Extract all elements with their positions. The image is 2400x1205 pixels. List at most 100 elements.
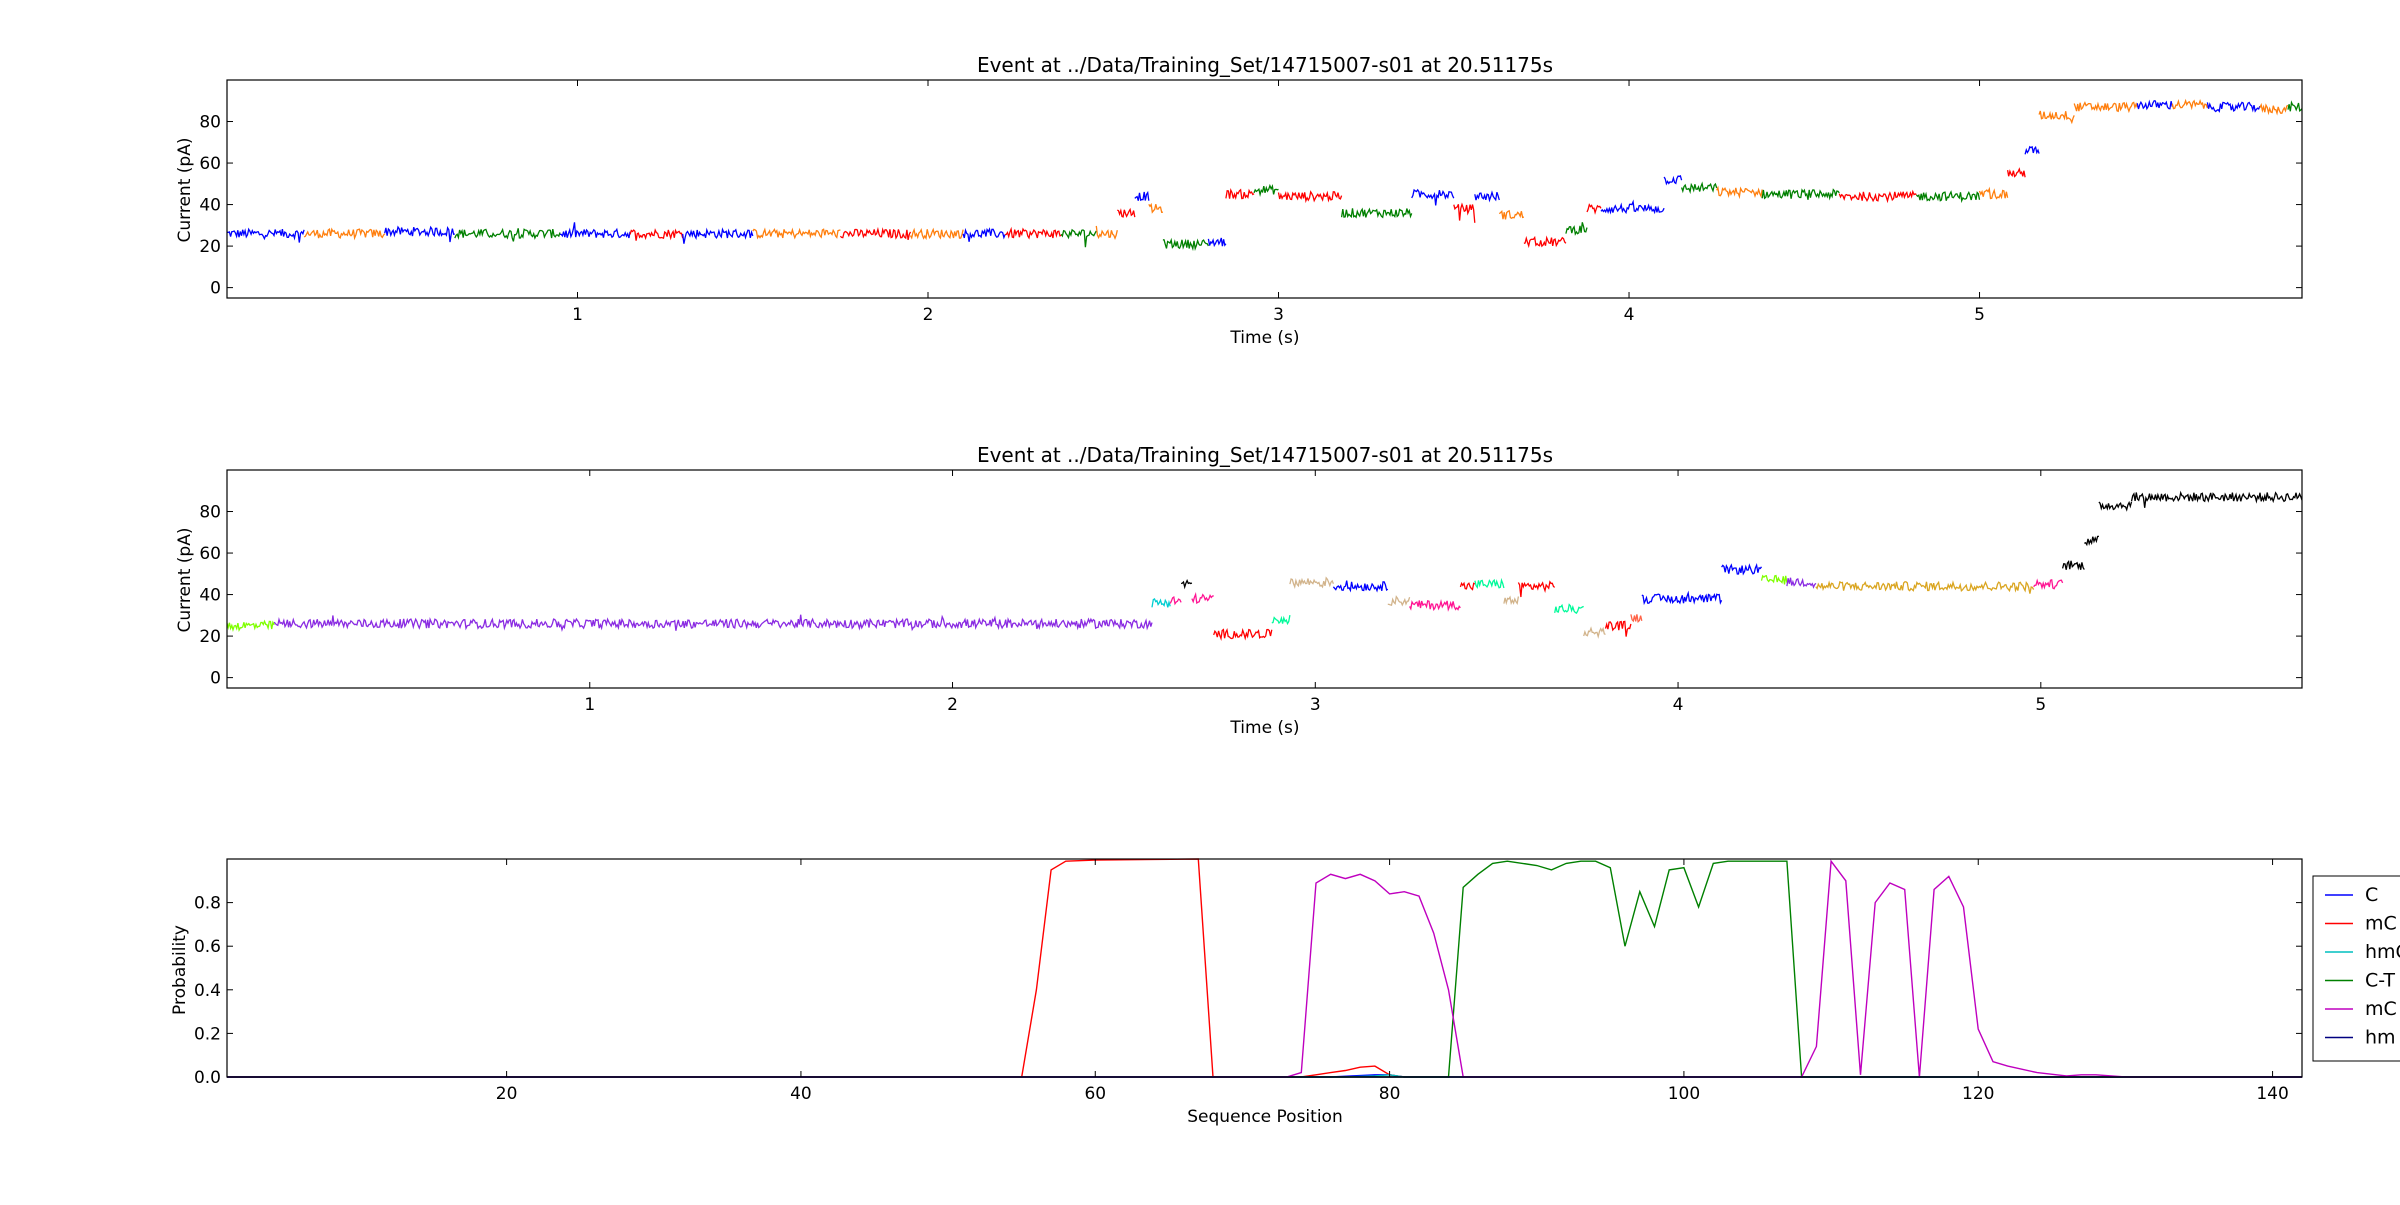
- subplot-1-trace-segment: [839, 226, 912, 241]
- subplot-2-ytick-label: 80: [199, 503, 221, 523]
- subplot-2-xtick-label: 1: [584, 695, 595, 715]
- subplot-3-ytick-label: 0.4: [194, 981, 221, 1001]
- subplot-2-trace-segment: [1459, 581, 1476, 591]
- subplot-1-trace-segment: [2006, 167, 2026, 178]
- subplot-2-trace-segment: [1151, 597, 1171, 608]
- subplot-3-xtick-label: 100: [1668, 1084, 1700, 1104]
- subplot-1-trace-segment: [1565, 222, 1588, 236]
- legend-label: C-T: [2365, 970, 2395, 992]
- subplot-3-xtick-label: 60: [1084, 1084, 1106, 1104]
- subplot-1-frame: [226, 79, 2303, 299]
- subplot-1-trace-segment: [1838, 189, 1917, 204]
- subplot-3-xtick-label: 140: [2256, 1084, 2288, 1104]
- subplot-2-trace-segment: [1760, 574, 1788, 585]
- subplot-1-trace-segment: [1680, 181, 1718, 195]
- subplot-1-trace-segment: [384, 225, 455, 243]
- subplot-2-trace-segment: [1554, 603, 1584, 614]
- subplot-1-trace-segment: [1474, 190, 1500, 203]
- legend: CmC hmC C-T mC hm: [2312, 875, 2400, 1062]
- subplot-1-trace-segment: [2136, 99, 2173, 111]
- subplot-1-trace-segment: [1915, 190, 1981, 204]
- subplot-2-plot-area: 1 2 3 4 5 0 20 40 60 80: [199, 469, 2303, 715]
- subplot-2-ytick-label: 40: [199, 586, 221, 606]
- subplot-1: Event at ../Data/Training_Set/14715007-s…: [175, 53, 2303, 348]
- subplot-2-trace-segment: [1213, 627, 1273, 642]
- subplot-1-trace-segment: [1134, 190, 1150, 202]
- subplot-2-trace-segment: [227, 619, 275, 633]
- subplot-3-xtick-label: 20: [496, 1084, 518, 1104]
- subplot-2-ytick-label: 60: [199, 544, 221, 564]
- subplot-1-trace-segment: [1340, 207, 1413, 219]
- subplot-2-xlabel: Time (s): [1229, 718, 1299, 738]
- subplot-1-trace-segment: [1453, 202, 1476, 223]
- subplot-1-trace-segment: [682, 227, 754, 244]
- subplot-2-ylabel: Current (pA): [175, 528, 195, 633]
- subplot-1-trace-segment: [1095, 225, 1118, 240]
- legend-label: mC: [2365, 913, 2397, 935]
- subplot-1-title: Event at ../Data/Training_Set/14715007-s…: [977, 53, 1553, 77]
- subplot-2-trace-segment: [1474, 577, 1505, 589]
- subplot-3: 20 40 60 80 100 120 140 0.0 0.2 0.4 0.6 0.8 Sequenc…: [170, 858, 2400, 1127]
- subplot-3-xlabel: Sequence Position: [1187, 1107, 1342, 1127]
- subplot-1-ytick-label: 20: [199, 237, 221, 257]
- subplot-2-xtick-label: 5: [2035, 695, 2046, 715]
- subplot-2-trace-segment: [1169, 596, 1182, 606]
- subplot-1-trace-segment: [1277, 190, 1343, 204]
- subplot-1-trace-segment: [2038, 110, 2075, 125]
- subplot-2-trace-segment: [2033, 578, 2064, 590]
- subplot-2-ytick-label: 20: [199, 627, 221, 647]
- subplot-1-trace-segment: [2073, 101, 2138, 114]
- subplot-1-trace-segment: [303, 227, 386, 241]
- subplot-2-xtick-label: 3: [1310, 695, 1321, 715]
- subplot-1-trace-segment: [1225, 188, 1255, 201]
- subplot-1-ytick-label: 0: [210, 279, 221, 299]
- subplot-1-trace-segment: [1978, 186, 2009, 200]
- subplot-1-trace-segment: [752, 227, 841, 240]
- subplot-2-title: Event at ../Data/Training_Set/14715007-s…: [977, 443, 1553, 467]
- subplot-1-trace-segment: [629, 228, 684, 241]
- subplot-2-xtick-label: 4: [1673, 695, 1684, 715]
- subplot-2-trace-segment: [1641, 590, 1723, 606]
- subplot-1-xlabel: Time (s): [1229, 328, 1299, 348]
- subplot-1-xtick-label: 3: [1273, 305, 1284, 325]
- subplot-1-trace-segment: [1148, 202, 1163, 214]
- subplot-2-trace-segment: [1191, 592, 1214, 605]
- series-line-mc: [227, 859, 2302, 1078]
- subplot-2-trace-segment: [2084, 535, 2099, 547]
- subplot-2-trace-segment: [1332, 580, 1389, 593]
- subplot-1-trace-segment: [1060, 228, 1097, 248]
- legend-box: [2312, 875, 2400, 1062]
- subplot-3-frame: [226, 858, 2303, 1078]
- subplot-2-trace-segment: [1604, 620, 1632, 637]
- subplot-2-trace-segment: [2098, 500, 2133, 512]
- subplot-1-trace-segment: [227, 227, 305, 243]
- subplot-1-trace-segment: [1162, 237, 1209, 252]
- subplot-1-trace-segment: [1586, 203, 1602, 215]
- subplot-1-trace-segment: [1600, 199, 1665, 215]
- subplot-2-trace-segment: [1630, 614, 1643, 623]
- subplot-1-trace-segment: [1663, 174, 1683, 186]
- subplot-2-trace-segment: [2061, 559, 2085, 571]
- subplot-1-trace-segment: [454, 227, 561, 242]
- legend-label: hm: [2365, 1027, 2396, 1049]
- subplot-1-trace-segment: [1523, 235, 1567, 249]
- subplot-2: Event at ../Data/Training_Set/14715007-s…: [175, 443, 2303, 738]
- subplot-2-trace-segment: [1387, 595, 1411, 607]
- subplot-1-trace-segment: [1716, 185, 1763, 200]
- subplot-1-trace-segment: [560, 222, 631, 239]
- subplot-2-trace-segment: [273, 614, 1153, 633]
- legend-label: hmC: [2365, 941, 2400, 963]
- subplot-2-trace-segment: [1503, 595, 1520, 606]
- subplot-2-trace-segment: [1180, 579, 1193, 590]
- subplot-2-trace-segment: [1517, 580, 1556, 598]
- subplot-3-ytick-label: 0.2: [194, 1024, 221, 1044]
- subplot-1-trace-segment: [909, 227, 964, 241]
- subplot-2-trace-segment: [1815, 580, 2035, 594]
- subplot-2-trace-segment: [1271, 614, 1291, 626]
- subplot-3-ytick-label: 0.0: [194, 1068, 221, 1088]
- subplot-3-xtick-label: 120: [1962, 1084, 1994, 1104]
- subplot-1-xtick-label: 5: [1974, 305, 1985, 325]
- subplot-1-plot-area: 1 2 3 4 5 0 20 40 60 80: [199, 79, 2303, 325]
- subplot-1-trace-segment: [1207, 237, 1227, 248]
